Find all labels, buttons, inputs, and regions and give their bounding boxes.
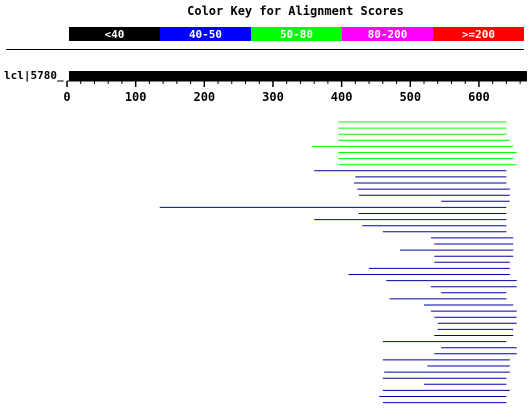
query-bar bbox=[69, 71, 527, 81]
axis-tick-label: 200 bbox=[193, 90, 215, 104]
axis-tick-label: 500 bbox=[399, 90, 421, 104]
divider bbox=[6, 49, 524, 50]
axis-tick-label: 300 bbox=[262, 90, 284, 104]
color-key: <40 40-50 50-80 80-200 >=200 bbox=[69, 27, 524, 41]
key-50-80: 50-80 bbox=[251, 27, 342, 41]
color-key-title: Color Key for Alignment Scores bbox=[187, 4, 404, 18]
query-axis: 0 100 200 300 400 500 600 bbox=[63, 80, 527, 104]
axis-tick-label: 100 bbox=[125, 90, 147, 104]
axis-tick-label: 0 bbox=[63, 90, 70, 104]
query-label: lcl|5780_ bbox=[4, 69, 64, 82]
axis-tick-label: 600 bbox=[468, 90, 490, 104]
key-under-40: <40 bbox=[69, 27, 160, 41]
key-200-plus: >=200 bbox=[433, 27, 524, 41]
key-40-50: 40-50 bbox=[160, 27, 251, 41]
alignment-hits bbox=[159, 121, 517, 404]
axis-tick-label: 400 bbox=[331, 90, 353, 104]
key-80-200: 80-200 bbox=[342, 27, 433, 41]
